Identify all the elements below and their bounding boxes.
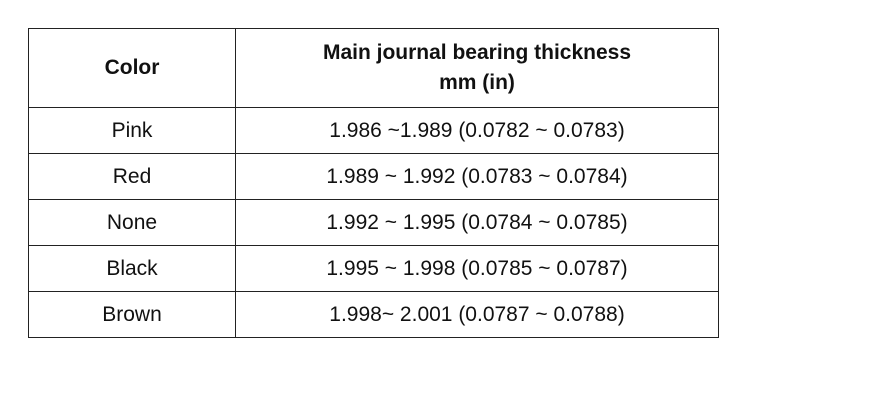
color-cell: Pink — [28, 107, 236, 154]
bearing-table: Color Main journal bearing thickness mm … — [28, 28, 719, 338]
thickness-cell: 1.992 ~ 1.995 (0.0784 ~ 0.0785) — [235, 199, 719, 246]
table-body: Pink 1.986 ~1.989 (0.0782 ~ 0.0783) Red 1.9… — [28, 107, 719, 338]
thickness-cell: 1.995 ~ 1.998 (0.0785 ~ 0.0787) — [235, 245, 719, 292]
color-cell: Red — [28, 153, 236, 200]
table-row: Brown 1.998~ 2.001 (0.0787 ~ 0.0788) — [28, 291, 719, 338]
table-row: Black 1.995 ~ 1.998 (0.0785 ~ 0.0787) — [28, 245, 719, 292]
thickness-cell: 1.998~ 2.001 (0.0787 ~ 0.0788) — [235, 291, 719, 338]
header-line: mm (in) — [439, 71, 515, 94]
color-cell: Brown — [28, 291, 236, 338]
header-cell: Main journal bearing thickness mm (in) — [235, 28, 719, 108]
thickness-cell: 1.986 ~1.989 (0.0782 ~ 0.0783) — [235, 107, 719, 154]
header-cell: Color — [28, 28, 236, 108]
table-row: Red 1.989 ~ 1.992 (0.0783 ~ 0.0784) — [28, 153, 719, 200]
thickness-cell: 1.989 ~ 1.992 (0.0783 ~ 0.0784) — [235, 153, 719, 200]
header-line: Main journal bearing thickness — [322, 41, 632, 64]
color-cell: None — [28, 199, 236, 246]
table-row: None 1.992 ~ 1.995 (0.0784 ~ 0.0785) — [28, 199, 719, 246]
color-cell: Black — [28, 245, 236, 292]
table-row: Pink 1.986 ~1.989 (0.0782 ~ 0.0783) — [28, 107, 719, 154]
header-row: Color Main journal bearing thickness mm … — [28, 28, 719, 108]
